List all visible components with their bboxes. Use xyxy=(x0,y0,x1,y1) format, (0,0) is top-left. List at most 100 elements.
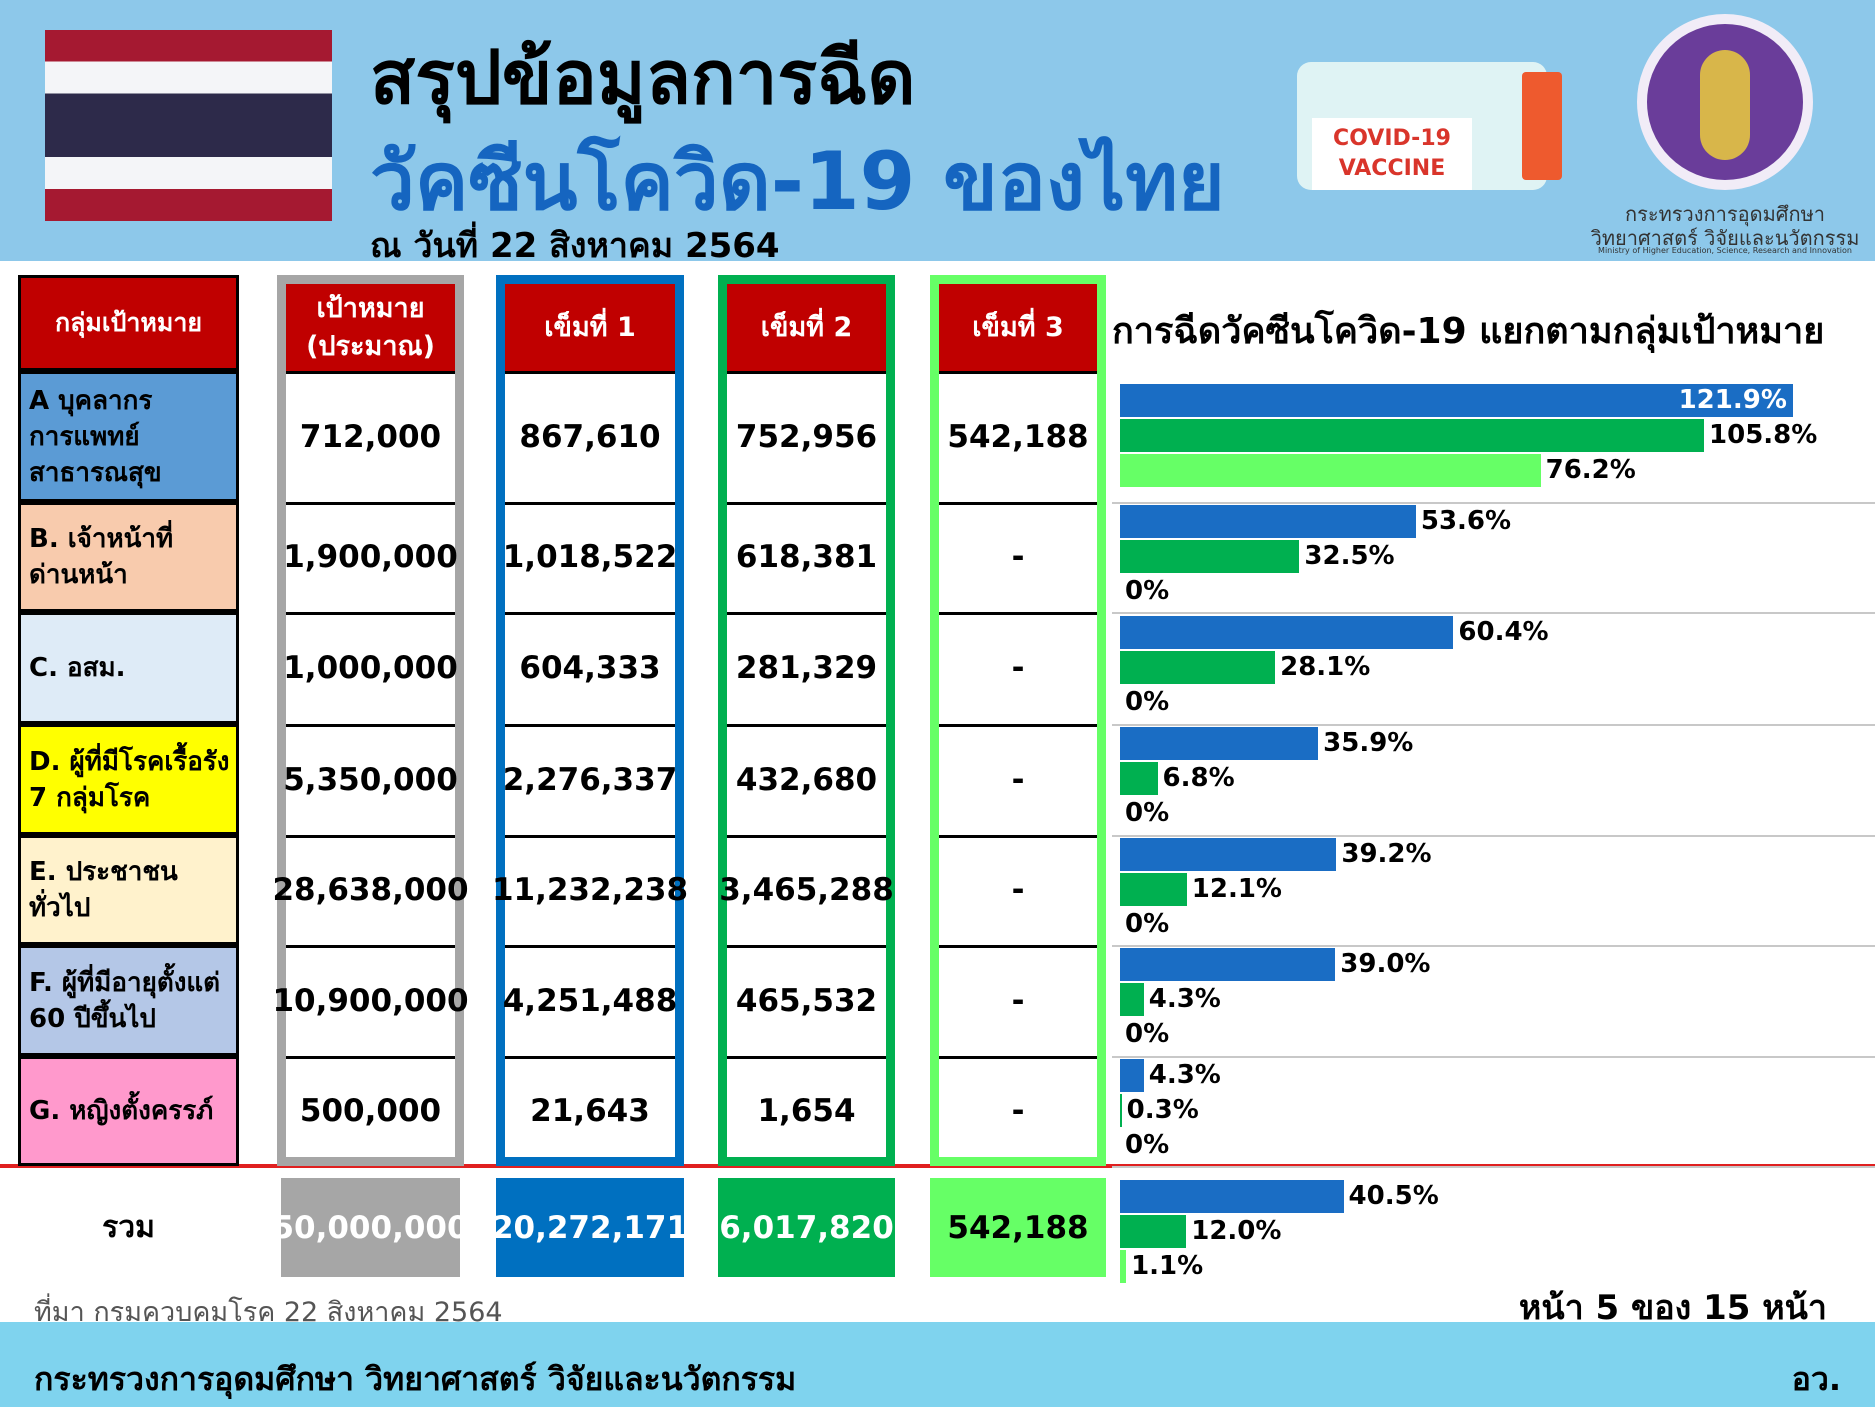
total-label: รวม xyxy=(102,1210,155,1245)
total-cell: 50,000,000 xyxy=(272,1178,469,1277)
row-line xyxy=(939,724,1097,727)
row-line xyxy=(286,945,455,948)
value-label: 32.5% xyxy=(1304,540,1395,571)
value-cell: - xyxy=(1011,982,1025,1019)
header-cell: เข็มที่ 2 xyxy=(727,284,886,371)
total-cell: 20,272,171 xyxy=(492,1178,688,1277)
row-line xyxy=(505,612,675,615)
header-cell: กลุ่มเป้าหมาย xyxy=(18,275,239,371)
row-line xyxy=(939,502,1097,505)
value-cell: 542,188 xyxy=(947,418,1089,455)
row-separator xyxy=(1112,835,1875,837)
row-line xyxy=(505,502,675,505)
value-cell: 867,610 xyxy=(519,418,661,455)
row-line xyxy=(727,835,886,838)
value-label: 40.5% xyxy=(1348,1181,1439,1211)
value-cell: - xyxy=(1011,539,1025,575)
value-label: 39.2% xyxy=(1341,838,1432,869)
value-cell: 10,900,000 xyxy=(272,982,469,1019)
value-cell: 1,654 xyxy=(757,1093,856,1129)
page-number: หน้า 5 ของ 15 หน้า xyxy=(1518,1288,1827,1328)
row-line xyxy=(727,724,886,727)
group-cell: G. หญิงตั้งครรภ์ xyxy=(18,1056,239,1166)
bar xyxy=(1120,727,1319,760)
value-cell: 712,000 xyxy=(299,418,442,455)
bar xyxy=(1120,837,1337,871)
header-cell: เข็มที่ 1 xyxy=(505,284,675,371)
bar xyxy=(1120,454,1541,487)
bar xyxy=(1120,1215,1187,1248)
value-label: 28.1% xyxy=(1280,651,1371,682)
column-frame xyxy=(496,275,684,1166)
row-separator xyxy=(1112,502,1875,504)
group-cell: D. ผู้ที่มีโรคเรื้อรัง 7 กลุ่มโรค xyxy=(18,724,239,835)
bar xyxy=(1120,539,1300,573)
column-frame xyxy=(277,275,464,1166)
row-line xyxy=(727,1056,886,1059)
bar xyxy=(1120,1250,1127,1283)
ministry-english: Ministry of Higher Education, Science, R… xyxy=(1598,246,1852,255)
value-cell: 281,329 xyxy=(735,650,878,686)
value-label: 0% xyxy=(1125,908,1170,939)
row-separator xyxy=(1112,724,1875,726)
value-label: 53.6% xyxy=(1420,505,1512,536)
value-cell: 5,350,000 xyxy=(283,761,458,798)
value-cell: 1,018,522 xyxy=(502,539,678,575)
row-line xyxy=(939,945,1097,948)
row-separator xyxy=(1112,612,1875,614)
row-line xyxy=(286,724,455,727)
row-line xyxy=(727,945,886,948)
value-label: 105.8% xyxy=(1709,420,1818,450)
date: ณ วันที่ 22 สิงหาคม 2564 xyxy=(370,226,780,266)
value-label: 4.3% xyxy=(1148,984,1221,1014)
value-label: 12.1% xyxy=(1191,873,1282,904)
group-cell: C. อสม. xyxy=(18,612,239,724)
header-cell: เป้าหมาย (ประมาณ) xyxy=(286,284,455,371)
bar xyxy=(1120,615,1454,649)
row-line xyxy=(939,1056,1097,1059)
flag xyxy=(45,30,332,221)
row-line xyxy=(286,835,455,838)
row-line xyxy=(727,371,886,374)
total-cell: 542,188 xyxy=(930,1178,1106,1277)
value-label: 12.0% xyxy=(1191,1216,1282,1246)
bar xyxy=(1120,384,1793,417)
column-frame xyxy=(718,275,895,1166)
header-cell: เข็มที่ 3 xyxy=(939,284,1097,371)
group-cell: B. เจ้าหน้าที่ ด่านหน้า xyxy=(18,502,239,612)
group-cell: E. ประชาชนทั่วไป xyxy=(18,835,239,945)
group-cell: A บุคลากร การแพทย์ สาธารณสุข xyxy=(18,371,239,502)
value-label: 39.0% xyxy=(1340,949,1431,979)
value-label: 0% xyxy=(1125,798,1170,828)
value-cell: 432,680 xyxy=(735,761,878,798)
value-label: 0% xyxy=(1125,1019,1170,1049)
bar xyxy=(1120,419,1705,452)
separator-line xyxy=(0,1164,1875,1168)
footer-abbreviation: อว. xyxy=(1791,1360,1841,1398)
vaccine-label: COVID-19 VACCINE xyxy=(1312,118,1472,190)
value-cell: - xyxy=(1011,1093,1025,1129)
value-cell: 465,532 xyxy=(735,982,878,1019)
row-line xyxy=(286,502,455,505)
value-cell: - xyxy=(1011,872,1025,908)
value-cell: 1,900,000 xyxy=(283,539,458,575)
value-cell: 618,381 xyxy=(735,539,878,575)
value-label: 6.8% xyxy=(1162,763,1235,793)
value-label: 60.4% xyxy=(1458,616,1549,647)
value-cell: 3,465,288 xyxy=(719,872,894,908)
row-line xyxy=(505,945,675,948)
value-label: 76.2% xyxy=(1545,455,1636,485)
value-cell: 1,000,000 xyxy=(283,650,458,686)
footer-ministry: กระทรวงการอุดมศึกษา วิทยาศาสตร์ วิจัยและ… xyxy=(34,1360,797,1398)
value-label: 0% xyxy=(1125,1129,1170,1160)
value-label: 0% xyxy=(1125,686,1170,717)
row-line xyxy=(939,371,1097,374)
row-line xyxy=(505,835,675,838)
row-line xyxy=(286,1056,455,1059)
value-cell: 21,643 xyxy=(530,1093,650,1129)
bar xyxy=(1120,1180,1344,1213)
value-label: 0% xyxy=(1125,575,1170,606)
value-cell: - xyxy=(1011,761,1025,798)
bar xyxy=(1120,1093,1122,1127)
